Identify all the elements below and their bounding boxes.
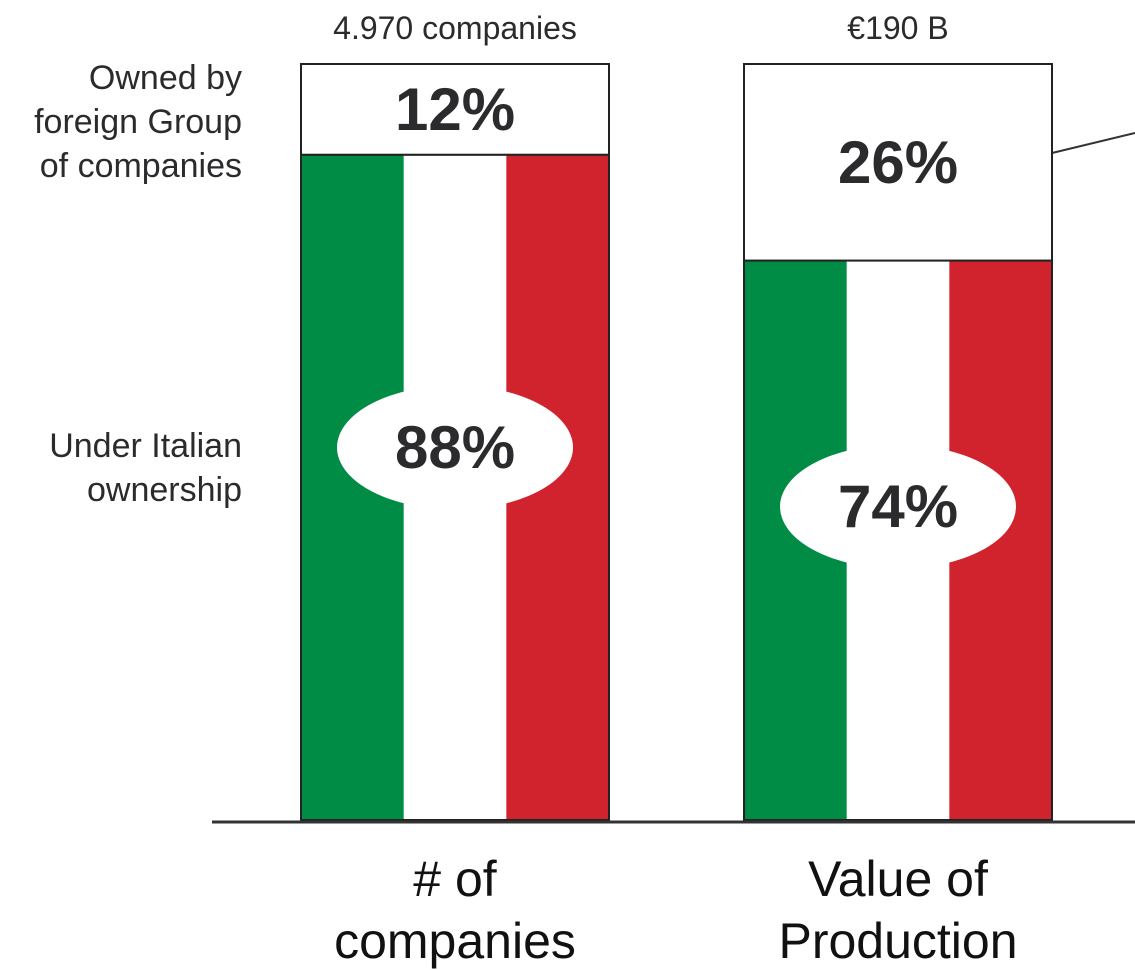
bar-segment — [300, 63, 610, 156]
value-label: 12% — [395, 76, 515, 143]
bar-total-label: €190 B — [847, 10, 949, 46]
value-label: 74% — [838, 473, 958, 540]
label-bubble — [337, 385, 573, 510]
legend-label: Owned by foreign Group of companies — [34, 59, 242, 185]
value-label: 26% — [838, 129, 958, 196]
value-label: 88% — [395, 414, 515, 481]
x-tick-label: Value of Production — [778, 851, 1018, 969]
legend-label: Under Italian ownership — [49, 427, 242, 509]
bar-total-label: 4.970 companies — [333, 10, 577, 46]
label-bubble — [780, 444, 1016, 569]
x-tick-label: # of companies — [334, 851, 576, 969]
callout-line — [1051, 132, 1135, 154]
bar-segment — [743, 63, 1053, 262]
